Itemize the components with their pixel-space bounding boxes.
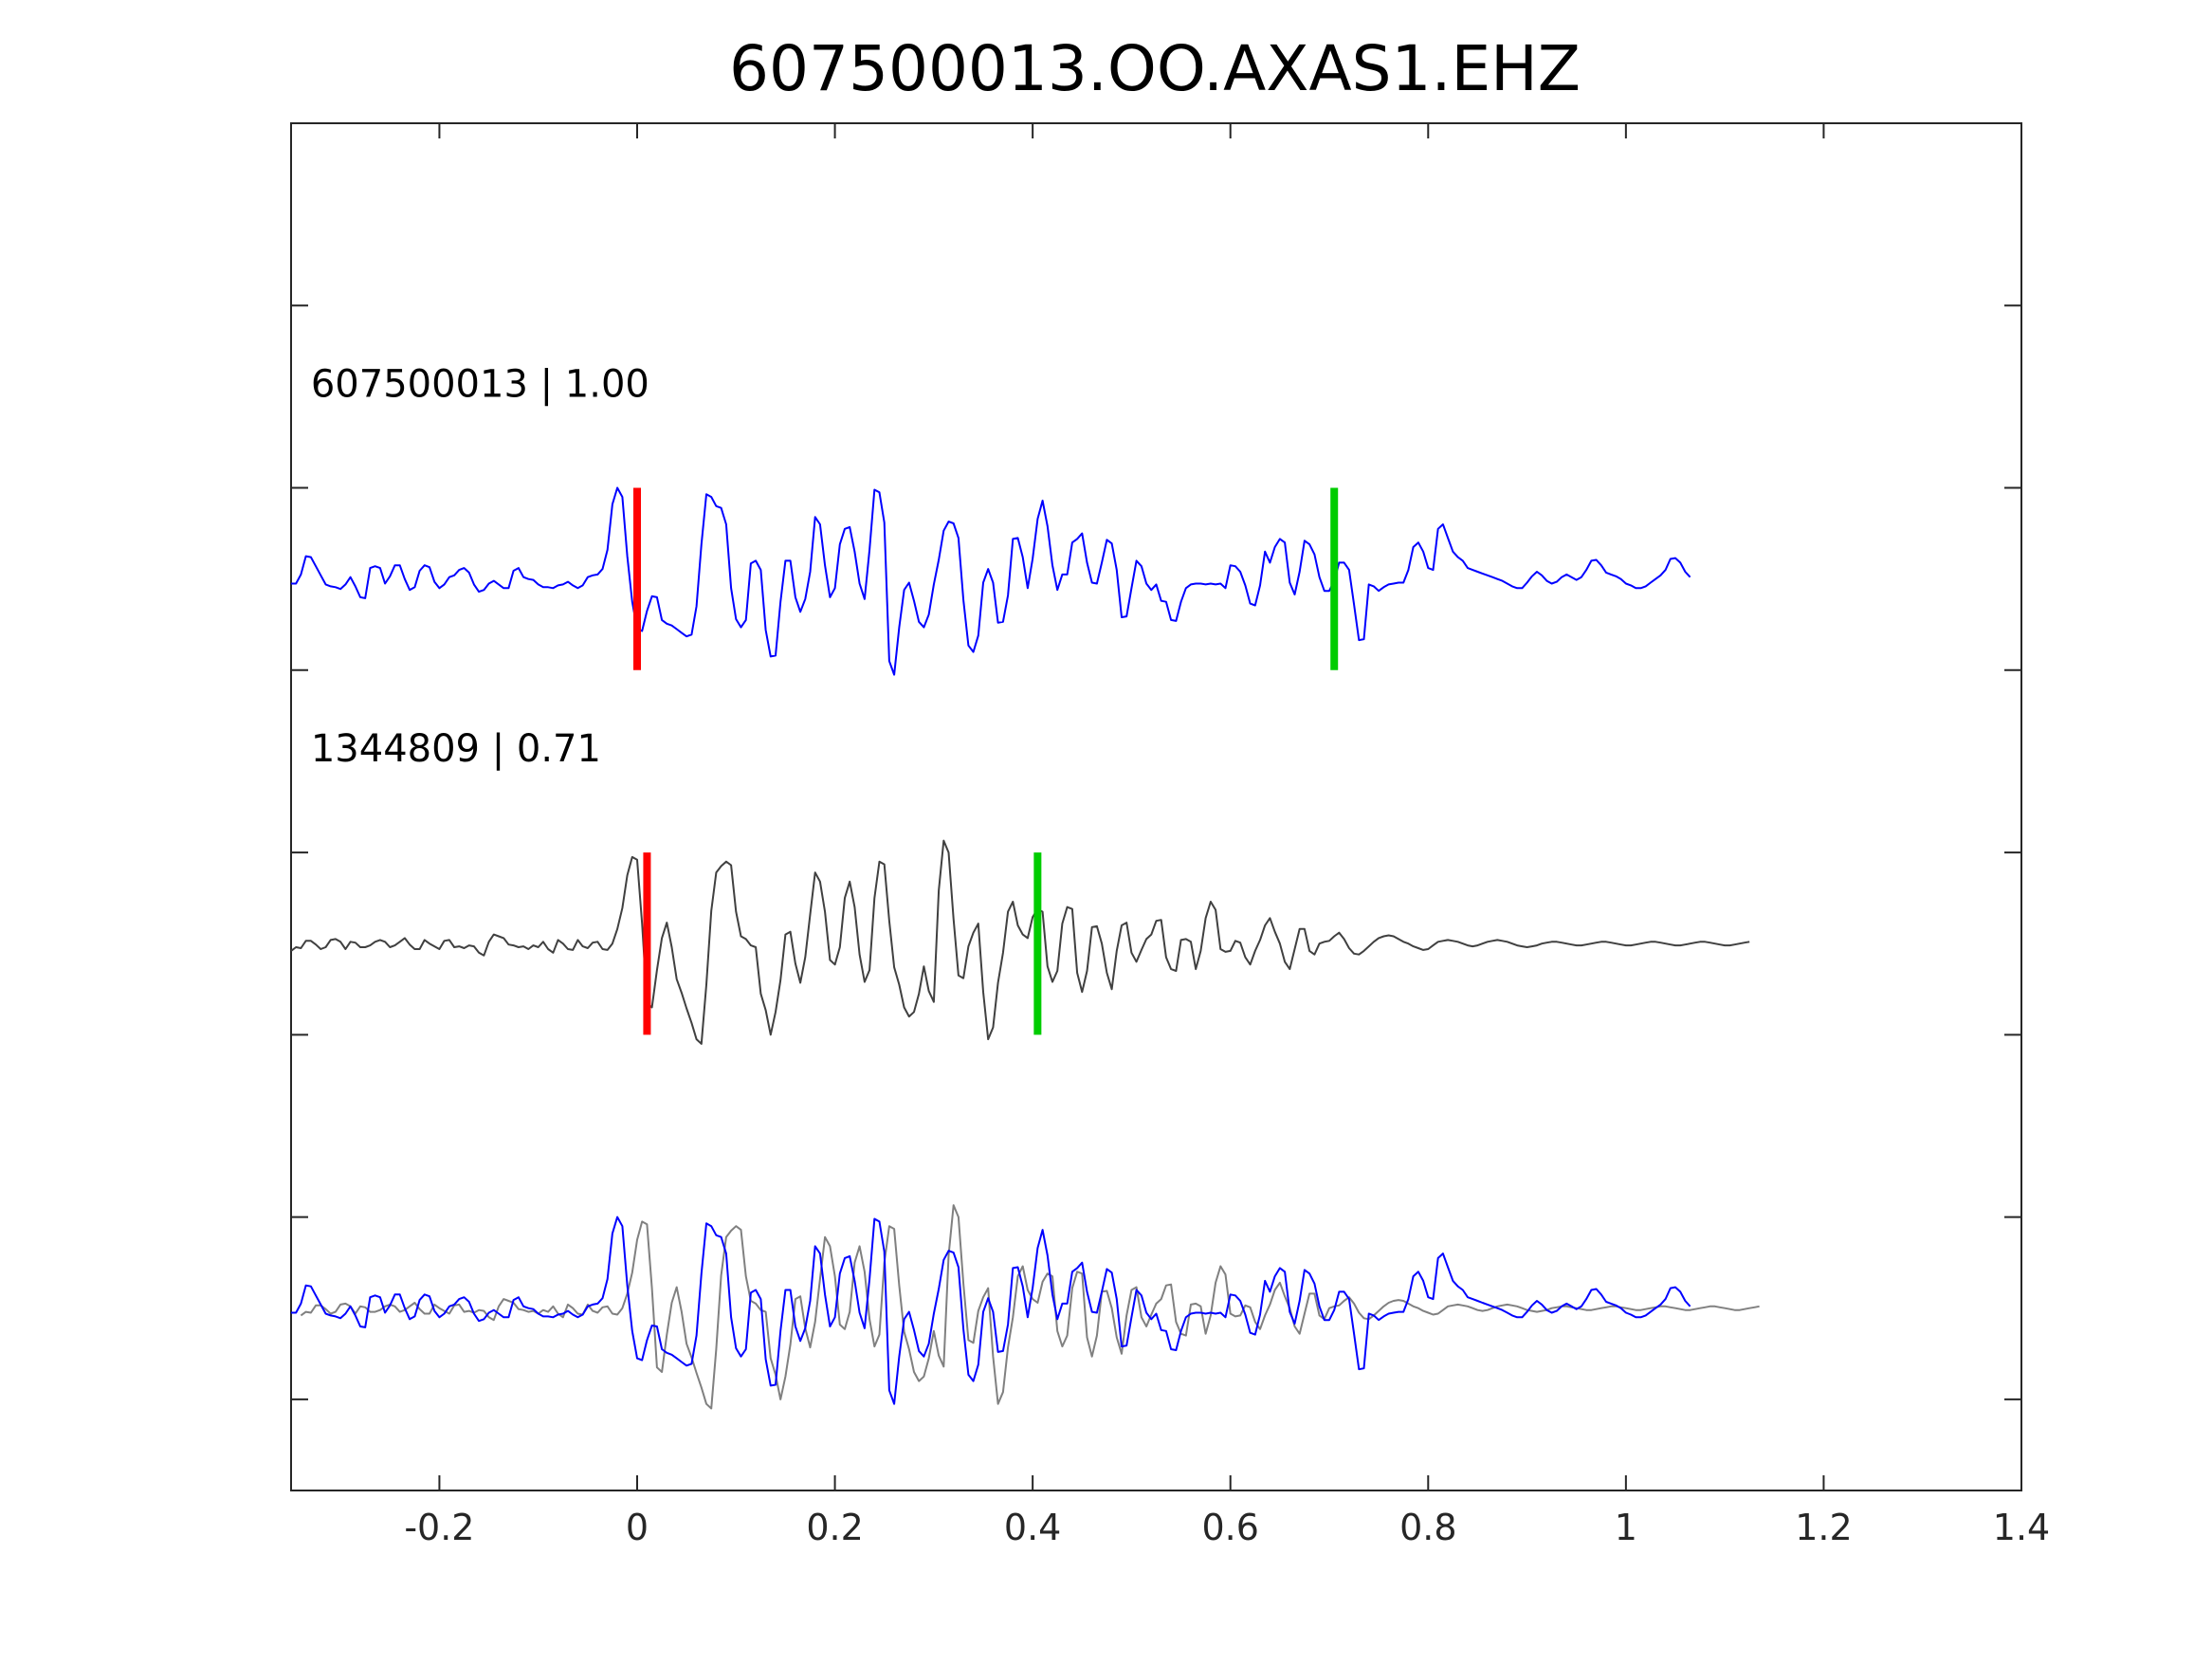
trace-label-group: 607500013 | 1.00 1344809 | 0.71 [311, 362, 649, 771]
trace-label: 1344809 | 0.71 [311, 727, 601, 771]
x-tick-label: 0 [626, 1507, 649, 1548]
x-tick-label: 0.4 [1004, 1507, 1061, 1548]
pick-group [633, 487, 1339, 1035]
x-tick-label: 0.8 [1399, 1507, 1456, 1548]
chart-title: 607500013.OO.AXAS1.EHZ [729, 32, 1581, 105]
trace-607500013-overlay [291, 1216, 1691, 1405]
trace-607500013 [291, 486, 1691, 676]
x-tick-label: 1 [1615, 1507, 1637, 1548]
x-tick-label: -0.2 [404, 1507, 474, 1548]
x-tick-label: 1.4 [1993, 1507, 2050, 1548]
trace-1344809-overlay [300, 1204, 1760, 1410]
plot-area: -0.2 0 0.2 0.4 0.6 0.8 1 1.2 1.4 607500013 | 1.0… [290, 122, 2050, 1548]
axes-frame [290, 122, 2022, 1491]
trace-group [290, 486, 1760, 1410]
x-tick-label: 0.2 [806, 1507, 863, 1548]
x-tick-label: 1.2 [1795, 1507, 1852, 1548]
trace-label: 607500013 | 1.00 [311, 362, 649, 406]
x-tick-label: 0.6 [1201, 1507, 1258, 1548]
tick-group: -0.2 0 0.2 0.4 0.6 0.8 1 1.2 1.4 [291, 123, 2050, 1548]
trace-1344809 [290, 839, 1750, 1045]
